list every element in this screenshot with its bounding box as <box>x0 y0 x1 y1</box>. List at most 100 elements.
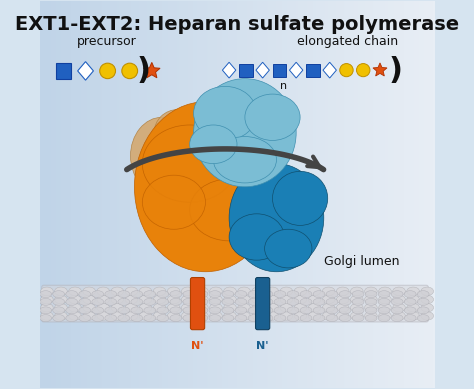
Ellipse shape <box>393 312 405 320</box>
Ellipse shape <box>153 295 166 304</box>
Ellipse shape <box>210 303 222 312</box>
Ellipse shape <box>131 298 143 305</box>
Ellipse shape <box>196 312 208 320</box>
Ellipse shape <box>294 287 307 296</box>
Ellipse shape <box>97 295 109 304</box>
Ellipse shape <box>235 315 247 322</box>
Ellipse shape <box>322 303 335 312</box>
Ellipse shape <box>274 291 286 298</box>
Ellipse shape <box>222 291 234 298</box>
Ellipse shape <box>308 287 321 296</box>
Ellipse shape <box>248 315 260 322</box>
Polygon shape <box>144 62 160 78</box>
Ellipse shape <box>248 307 260 314</box>
Ellipse shape <box>97 287 109 296</box>
Ellipse shape <box>111 312 124 320</box>
Ellipse shape <box>350 303 363 312</box>
Ellipse shape <box>391 307 403 314</box>
Ellipse shape <box>274 315 286 322</box>
Ellipse shape <box>157 315 169 322</box>
Text: EXT1-EXT2: Heparan sulfate polymerase: EXT1-EXT2: Heparan sulfate polymerase <box>15 15 459 34</box>
Ellipse shape <box>196 315 208 322</box>
Ellipse shape <box>167 303 180 312</box>
Polygon shape <box>78 61 93 80</box>
Ellipse shape <box>79 298 91 305</box>
Ellipse shape <box>252 287 264 296</box>
FancyBboxPatch shape <box>42 285 428 322</box>
Ellipse shape <box>261 307 273 314</box>
Ellipse shape <box>326 298 338 305</box>
Ellipse shape <box>170 315 182 322</box>
Ellipse shape <box>300 307 312 314</box>
Ellipse shape <box>122 63 137 79</box>
Ellipse shape <box>183 307 195 314</box>
Ellipse shape <box>322 287 335 296</box>
Ellipse shape <box>118 291 130 298</box>
Ellipse shape <box>111 303 124 312</box>
Ellipse shape <box>407 295 419 304</box>
Ellipse shape <box>97 303 109 312</box>
Ellipse shape <box>261 315 273 322</box>
Ellipse shape <box>131 291 143 298</box>
Ellipse shape <box>294 303 307 312</box>
Text: N': N' <box>256 341 269 351</box>
Ellipse shape <box>118 307 130 314</box>
Ellipse shape <box>100 63 116 79</box>
Ellipse shape <box>365 291 377 298</box>
Polygon shape <box>323 62 337 78</box>
Ellipse shape <box>170 291 182 298</box>
Ellipse shape <box>209 315 221 322</box>
Text: Golgi lumen: Golgi lumen <box>324 255 399 268</box>
Ellipse shape <box>222 307 234 314</box>
Ellipse shape <box>352 315 364 322</box>
Ellipse shape <box>170 307 182 314</box>
Ellipse shape <box>139 312 152 320</box>
Ellipse shape <box>69 303 82 312</box>
Ellipse shape <box>287 307 299 314</box>
Ellipse shape <box>280 312 292 320</box>
Ellipse shape <box>105 315 117 322</box>
Ellipse shape <box>40 315 52 322</box>
Ellipse shape <box>213 137 276 183</box>
Ellipse shape <box>142 175 205 229</box>
Ellipse shape <box>83 312 95 320</box>
Ellipse shape <box>193 79 296 187</box>
Ellipse shape <box>337 312 349 320</box>
Ellipse shape <box>393 303 405 312</box>
Ellipse shape <box>365 298 377 305</box>
Ellipse shape <box>350 295 363 304</box>
Ellipse shape <box>111 287 124 296</box>
Ellipse shape <box>83 303 95 312</box>
Ellipse shape <box>235 291 247 298</box>
Ellipse shape <box>55 312 67 320</box>
Ellipse shape <box>196 295 208 304</box>
Ellipse shape <box>131 315 143 322</box>
FancyBboxPatch shape <box>191 277 205 330</box>
Ellipse shape <box>142 125 237 202</box>
Ellipse shape <box>92 307 104 314</box>
Ellipse shape <box>167 312 180 320</box>
Ellipse shape <box>182 303 194 312</box>
Ellipse shape <box>79 291 91 298</box>
Ellipse shape <box>92 291 104 298</box>
Ellipse shape <box>224 312 237 320</box>
Ellipse shape <box>111 295 124 304</box>
Ellipse shape <box>266 287 279 296</box>
Ellipse shape <box>352 307 364 314</box>
Ellipse shape <box>69 295 82 304</box>
FancyBboxPatch shape <box>255 277 270 330</box>
Ellipse shape <box>365 312 377 320</box>
Ellipse shape <box>356 63 370 77</box>
Ellipse shape <box>326 291 338 298</box>
Ellipse shape <box>97 312 109 320</box>
Ellipse shape <box>229 214 284 260</box>
Ellipse shape <box>235 298 247 305</box>
Ellipse shape <box>183 291 195 298</box>
Ellipse shape <box>404 291 416 298</box>
Ellipse shape <box>339 298 351 305</box>
Ellipse shape <box>417 315 429 322</box>
Ellipse shape <box>224 287 237 296</box>
Ellipse shape <box>222 298 234 305</box>
Ellipse shape <box>379 287 391 296</box>
Ellipse shape <box>365 303 377 312</box>
